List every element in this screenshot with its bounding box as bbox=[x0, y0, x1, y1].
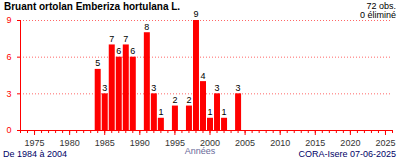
svg-text:4: 4 bbox=[200, 70, 205, 80]
svg-text:6: 6 bbox=[116, 46, 121, 56]
svg-text:7: 7 bbox=[123, 34, 128, 44]
svg-text:7: 7 bbox=[109, 34, 114, 44]
svg-text:1: 1 bbox=[208, 107, 213, 117]
svg-text:2020: 2020 bbox=[340, 138, 360, 148]
svg-text:3: 3 bbox=[151, 83, 156, 93]
svg-text:2: 2 bbox=[186, 95, 191, 105]
svg-text:9: 9 bbox=[6, 15, 11, 25]
svg-text:6: 6 bbox=[6, 52, 11, 62]
svg-text:2: 2 bbox=[172, 95, 177, 105]
svg-text:9: 9 bbox=[193, 9, 198, 19]
svg-text:1990: 1990 bbox=[130, 138, 150, 148]
svg-text:1995: 1995 bbox=[165, 138, 185, 148]
svg-text:3: 3 bbox=[6, 89, 11, 99]
html-text:Années: Années bbox=[184, 146, 216, 156]
html-text:Bruant ortolan Emberiza hortul: Bruant ortolan Emberiza hortulana L. bbox=[4, 1, 181, 12]
svg-text:1: 1 bbox=[158, 107, 163, 117]
svg-text:1: 1 bbox=[222, 107, 227, 117]
svg-text:2010: 2010 bbox=[270, 138, 290, 148]
svg-text:2000: 2000 bbox=[200, 137, 220, 148]
svg-text:2005: 2005 bbox=[235, 138, 255, 148]
svg-text:2025: 2025 bbox=[375, 138, 395, 148]
svg-text:3: 3 bbox=[215, 83, 220, 93]
svg-text:2015: 2015 bbox=[305, 138, 325, 148]
html-text:De 1984 à 2004: De 1984 à 2004 bbox=[3, 149, 68, 159]
svg-text:6: 6 bbox=[130, 46, 135, 56]
svg-text:1980: 1980 bbox=[60, 138, 80, 148]
html-text:0 éliminé: 0 éliminé bbox=[360, 10, 396, 20]
svg-text:3: 3 bbox=[236, 83, 241, 93]
svg-text:1975: 1975 bbox=[25, 138, 45, 148]
svg-text:1985: 1985 bbox=[95, 138, 115, 148]
html-text:CORA-Isere 07-06-2025: CORA-Isere 07-06-2025 bbox=[298, 149, 396, 159]
svg-text:5: 5 bbox=[95, 58, 100, 68]
svg-text:0: 0 bbox=[6, 125, 11, 135]
svg-text:8: 8 bbox=[144, 22, 149, 32]
svg-text:3: 3 bbox=[102, 83, 107, 93]
html-text:72 obs.: 72 obs. bbox=[366, 1, 396, 11]
